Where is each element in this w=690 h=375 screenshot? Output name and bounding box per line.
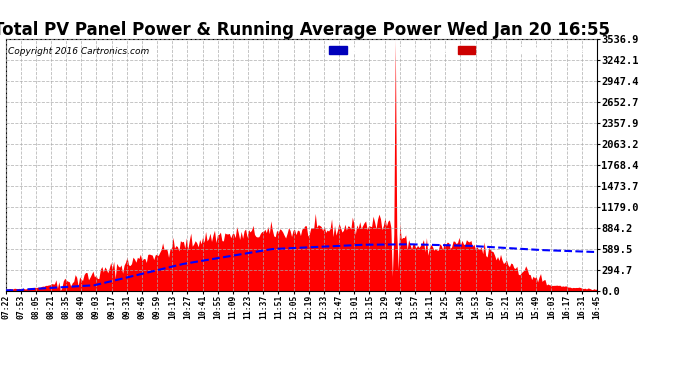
Text: Copyright 2016 Cartronics.com: Copyright 2016 Cartronics.com bbox=[8, 47, 150, 56]
Legend: Average  (DC Watts), PV Panels  (DC Watts): Average (DC Watts), PV Panels (DC Watts) bbox=[327, 44, 592, 57]
Title: Total PV Panel Power & Running Average Power Wed Jan 20 16:55: Total PV Panel Power & Running Average P… bbox=[0, 21, 610, 39]
